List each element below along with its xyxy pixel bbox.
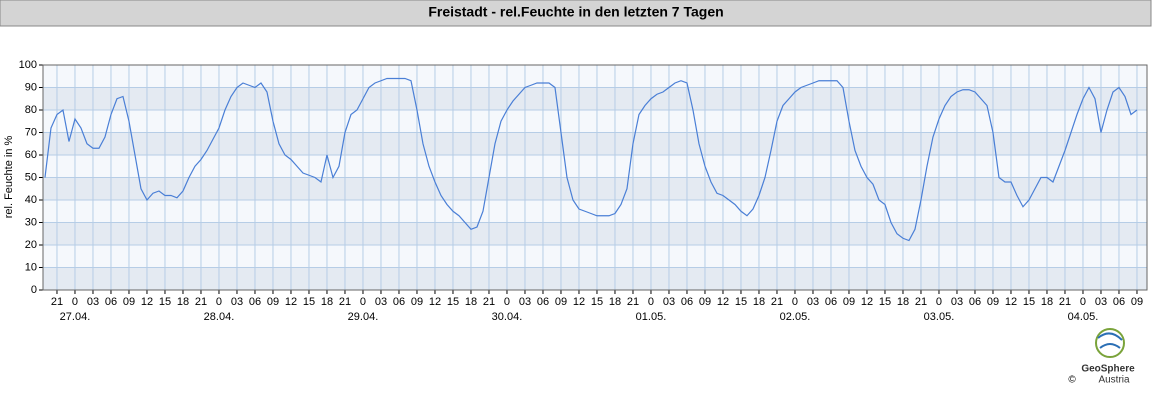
- x-tick-label: 09: [555, 296, 567, 308]
- copyright: ©: [1068, 375, 1076, 386]
- y-tick-label: 20: [25, 239, 37, 251]
- x-tick-label: 0: [504, 296, 510, 308]
- x-tick-label: 03: [519, 296, 531, 308]
- x-tick-label: 06: [681, 296, 693, 308]
- x-tick-label: 06: [105, 296, 117, 308]
- x-tick-label: 09: [987, 296, 999, 308]
- date-label: 04.05.: [1068, 311, 1099, 323]
- x-tick-label: 21: [483, 296, 495, 308]
- logo-icon: [1095, 328, 1125, 358]
- x-tick-label: 06: [1113, 296, 1125, 308]
- x-tick-label: 03: [807, 296, 819, 308]
- x-tick-label: 09: [699, 296, 711, 308]
- x-tick-label: 21: [195, 296, 207, 308]
- x-tick-label: 15: [447, 296, 459, 308]
- x-tick-label: 12: [141, 296, 153, 308]
- date-label: 01.05.: [636, 311, 667, 323]
- y-tick-label: 100: [19, 59, 37, 71]
- date-label: 30.04.: [492, 311, 523, 323]
- grid-band: [43, 87, 1147, 110]
- x-tick-label: 12: [573, 296, 585, 308]
- x-tick-label: 21: [339, 296, 351, 308]
- logo-icon: [1097, 332, 1123, 349]
- x-tick-label: 21: [915, 296, 927, 308]
- x-tick-label: 09: [267, 296, 279, 308]
- y-axis-label: rel. Feuchte in %: [3, 136, 15, 219]
- x-tick-label: 03: [951, 296, 963, 308]
- x-tick-label: 0: [216, 296, 222, 308]
- y-tick-label: 80: [25, 104, 37, 116]
- x-tick-label: 06: [249, 296, 261, 308]
- x-tick-label: 0: [792, 296, 798, 308]
- y-tick-label: 10: [25, 261, 37, 273]
- grid-band: [43, 177, 1147, 200]
- x-tick-label: 12: [717, 296, 729, 308]
- x-tick-label: 0: [72, 296, 78, 308]
- x-tick-label: 03: [87, 296, 99, 308]
- x-tick-label: 0: [1080, 296, 1086, 308]
- x-tick-label: 12: [861, 296, 873, 308]
- x-tick-label: 18: [609, 296, 621, 308]
- x-tick-label: 09: [843, 296, 855, 308]
- x-tick-label: 15: [591, 296, 603, 308]
- y-tick-label: 60: [25, 149, 37, 161]
- x-tick-label: 15: [1023, 296, 1035, 308]
- date-label: 02.05.: [780, 311, 811, 323]
- x-tick-label: 06: [825, 296, 837, 308]
- grid-band: [43, 222, 1147, 245]
- x-tick-label: 0: [360, 296, 366, 308]
- x-tick-label: 18: [321, 296, 333, 308]
- grid-band: [43, 132, 1147, 155]
- y-tick-label: 70: [25, 126, 37, 138]
- x-tick-label: 06: [969, 296, 981, 308]
- data-line: [44, 77, 1138, 242]
- date-label: 27.04.: [60, 311, 91, 323]
- grid-band: [43, 267, 1147, 290]
- x-tick-label: 03: [375, 296, 387, 308]
- date-label: 28.04.: [204, 311, 235, 323]
- y-tick-label: 0: [31, 284, 37, 296]
- x-tick-label: 18: [177, 296, 189, 308]
- x-tick-label: 18: [753, 296, 765, 308]
- y-tick-label: 30: [25, 216, 37, 228]
- logo-name: GeoSphere: [1081, 364, 1135, 375]
- x-tick-label: 09: [411, 296, 423, 308]
- y-tick-label: 50: [25, 171, 37, 183]
- y-tick-label: 90: [25, 81, 37, 93]
- x-tick-label: 03: [663, 296, 675, 308]
- x-tick-label: 06: [393, 296, 405, 308]
- date-label: 03.05.: [924, 311, 955, 323]
- x-tick-label: 09: [123, 296, 135, 308]
- x-tick-label: 15: [879, 296, 891, 308]
- x-tick-label: 12: [285, 296, 297, 308]
- title-bar: [0, 0, 1152, 27]
- x-tick-label: 15: [159, 296, 171, 308]
- x-tick-label: 12: [1005, 296, 1017, 308]
- x-tick-label: 21: [627, 296, 639, 308]
- x-tick-label: 18: [465, 296, 477, 308]
- logo-sub: Austria: [1098, 375, 1130, 386]
- x-tick-label: 18: [897, 296, 909, 308]
- x-tick-label: 03: [1095, 296, 1107, 308]
- x-tick-label: 03: [231, 296, 243, 308]
- x-tick-label: 0: [648, 296, 654, 308]
- y-tick-label: 40: [25, 194, 37, 206]
- x-tick-label: 06: [537, 296, 549, 308]
- x-tick-label: 09: [1131, 296, 1143, 308]
- x-tick-label: 15: [735, 296, 747, 308]
- logo: GeoSphere Austria ©: [1068, 328, 1135, 386]
- x-tick-label: 12: [429, 296, 441, 308]
- x-tick-label: 21: [1059, 296, 1071, 308]
- x-tick-label: 15: [303, 296, 315, 308]
- chart-title: Freistadt - rel.Feuchte in den letzten 7…: [428, 4, 723, 20]
- x-tick-label: 21: [771, 296, 783, 308]
- x-tick-label: 18: [1041, 296, 1053, 308]
- plot-border: [42, 64, 1148, 291]
- date-label: 29.04.: [348, 311, 379, 323]
- x-tick-label: 21: [51, 296, 63, 308]
- x-tick-label: 0: [936, 296, 942, 308]
